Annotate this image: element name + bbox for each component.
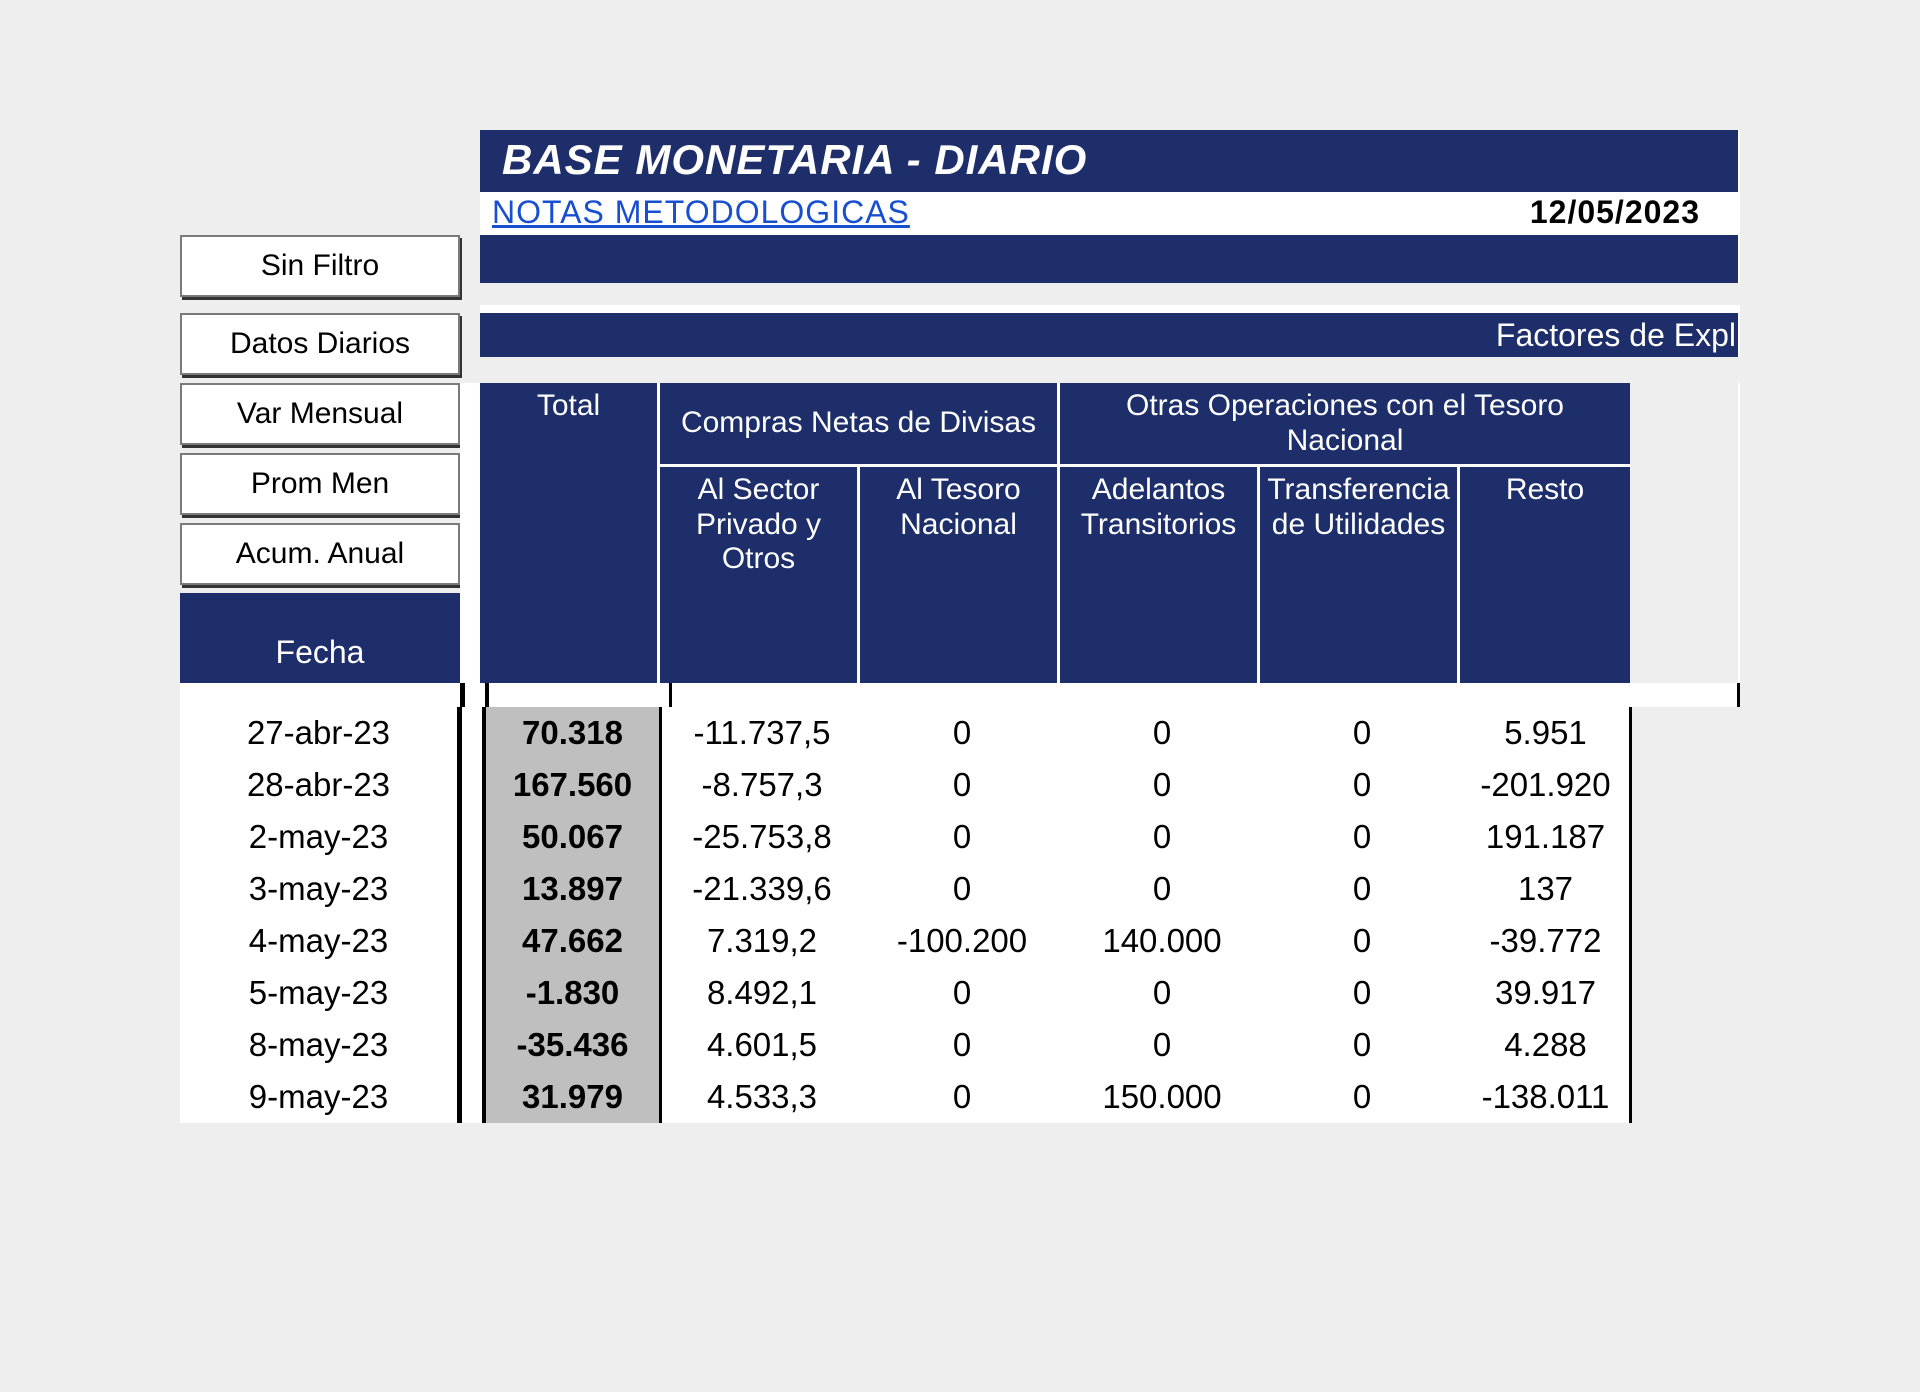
cell-sector-privado: -11.737,5: [662, 707, 862, 759]
table-row: 2-may-2350.067-25.753,8000191.187: [180, 811, 1740, 863]
sin-filtro-button[interactable]: Sin Filtro: [180, 235, 460, 297]
cell-adelantos: 140.000: [1062, 915, 1262, 967]
cell-adelantos: 0: [1062, 863, 1262, 915]
header-bar: [480, 235, 1740, 283]
report-date: 12/05/2023: [1530, 194, 1700, 231]
cell-total: 13.897: [482, 863, 662, 915]
cell-adelantos: 0: [1062, 967, 1262, 1019]
cell-transferencia: 0: [1262, 967, 1462, 1019]
cell-total: 31.979: [482, 1071, 662, 1123]
cell-tesoro-nacional: 0: [862, 967, 1062, 1019]
cell-sector-privado: 4.533,3: [662, 1071, 862, 1123]
fecha-column-header: Fecha: [180, 593, 460, 683]
cell-tesoro-nacional: 0: [862, 707, 1062, 759]
otras-operaciones-header: Otras Operaciones con el Tesoro Nacional: [1060, 383, 1630, 467]
cell-resto: 191.187: [1462, 811, 1632, 863]
table-row: 27-abr-2370.318-11.737,50005.951: [180, 707, 1740, 759]
prom-men-button[interactable]: Prom Men: [180, 453, 460, 515]
cell-adelantos: 0: [1062, 707, 1262, 759]
cell-transferencia: 0: [1262, 759, 1462, 811]
total-header: Total: [480, 383, 660, 683]
table-row: 4-may-23 47.6627.319,2-100.200140.0000-39…: [180, 915, 1740, 967]
cell-resto: 39.917: [1462, 967, 1632, 1019]
sector-privado-header: Al Sector Privado y Otros: [660, 467, 860, 683]
table-row: 3-may-2313.897-21.339,6000137: [180, 863, 1740, 915]
table-row: 5-may-23-1.8308.492,100039.917: [180, 967, 1740, 1019]
cell-resto: -39.772: [1462, 915, 1632, 967]
table-row: 8-may-23-35.4364.601,50004.288: [180, 1019, 1740, 1071]
cell-resto: 137: [1462, 863, 1632, 915]
cell-tesoro-nacional: 0: [862, 811, 1062, 863]
cell-resto: -138.011: [1462, 1071, 1632, 1123]
cell-fecha: 3-may-23: [180, 863, 460, 915]
cell-sector-privado: 8.492,1: [662, 967, 862, 1019]
cell-transferencia: 0: [1262, 811, 1462, 863]
cell-tesoro-nacional: 0: [862, 759, 1062, 811]
transferencia-header: Transferencia de Utilidades: [1260, 467, 1460, 683]
table-row: 9-may-2331.9794.533,30150.0000-138.011: [180, 1071, 1740, 1123]
cell-sector-privado: 7.319,2: [662, 915, 862, 967]
table-row: 28-abr-23167.560-8.757,3000-201.920: [180, 759, 1740, 811]
cell-tesoro-nacional: 0: [862, 1019, 1062, 1071]
cell-sector-privado: -25.753,8: [662, 811, 862, 863]
cell-transferencia: 0: [1262, 1071, 1462, 1123]
cell-tesoro-nacional: 0: [862, 1071, 1062, 1123]
cell-fecha: 27-abr-23: [180, 707, 460, 759]
spreadsheet-view: BASE MONETARIA - DIARIO NOTAS METODOLOGI…: [180, 130, 1740, 1123]
cell-total: -1.830: [482, 967, 662, 1019]
cell-sector-privado: -8.757,3: [662, 759, 862, 811]
cell-resto: 4.288: [1462, 1019, 1632, 1071]
datos-diarios-button[interactable]: Datos Diarios: [180, 313, 460, 375]
cell-total: 47.662: [482, 915, 662, 967]
cell-adelantos: 0: [1062, 811, 1262, 863]
cell-sector-privado: -21.339,6: [662, 863, 862, 915]
tesoro-nacional-header: Al Tesoro Nacional: [860, 467, 1060, 683]
cell-adelantos: 0: [1062, 759, 1262, 811]
cell-total: 167.560: [482, 759, 662, 811]
cell-adelantos: 0: [1062, 1019, 1262, 1071]
cell-transferencia: 0: [1262, 707, 1462, 759]
cell-transferencia: 0: [1262, 863, 1462, 915]
cell-adelantos: 150.000: [1062, 1071, 1262, 1123]
cell-transferencia: 0: [1262, 915, 1462, 967]
cell-fecha: 4-may-23: [180, 915, 460, 967]
factores-header: Factores de Expl: [480, 313, 1740, 357]
cell-fecha: 28-abr-23: [180, 759, 460, 811]
cell-sector-privado: 4.601,5: [662, 1019, 862, 1071]
compras-netas-header: Compras Netas de Divisas: [660, 383, 1060, 467]
cell-total: -35.436: [482, 1019, 662, 1071]
adelantos-header: Adelantos Transitorios: [1060, 467, 1260, 683]
cell-fecha: 2-may-23: [180, 811, 460, 863]
cell-fecha: 9-may-23: [180, 1071, 460, 1123]
page-title: BASE MONETARIA - DIARIO: [480, 130, 1740, 192]
cell-tesoro-nacional: 0: [862, 863, 1062, 915]
column-headers: Total Compras Netas de Divisas Otras Ope…: [480, 383, 1740, 683]
cell-fecha: 5-may-23: [180, 967, 460, 1019]
cell-transferencia: 0: [1262, 1019, 1462, 1071]
cell-resto: 5.951: [1462, 707, 1632, 759]
acum-anual-button[interactable]: Acum. Anual: [180, 523, 460, 585]
cell-total: 70.318: [482, 707, 662, 759]
data-rows: 27-abr-2370.318-11.737,50005.95128-abr-2…: [180, 707, 1740, 1123]
resto-header: Resto: [1460, 467, 1630, 683]
cell-total: 50.067: [482, 811, 662, 863]
var-mensual-button[interactable]: Var Mensual: [180, 383, 460, 445]
cell-resto: -201.920: [1462, 759, 1632, 811]
cell-fecha: 8-may-23: [180, 1019, 460, 1071]
cell-tesoro-nacional: -100.200: [862, 915, 1062, 967]
notas-metodologicas-link[interactable]: NOTAS METODOLOGICAS: [492, 194, 910, 231]
